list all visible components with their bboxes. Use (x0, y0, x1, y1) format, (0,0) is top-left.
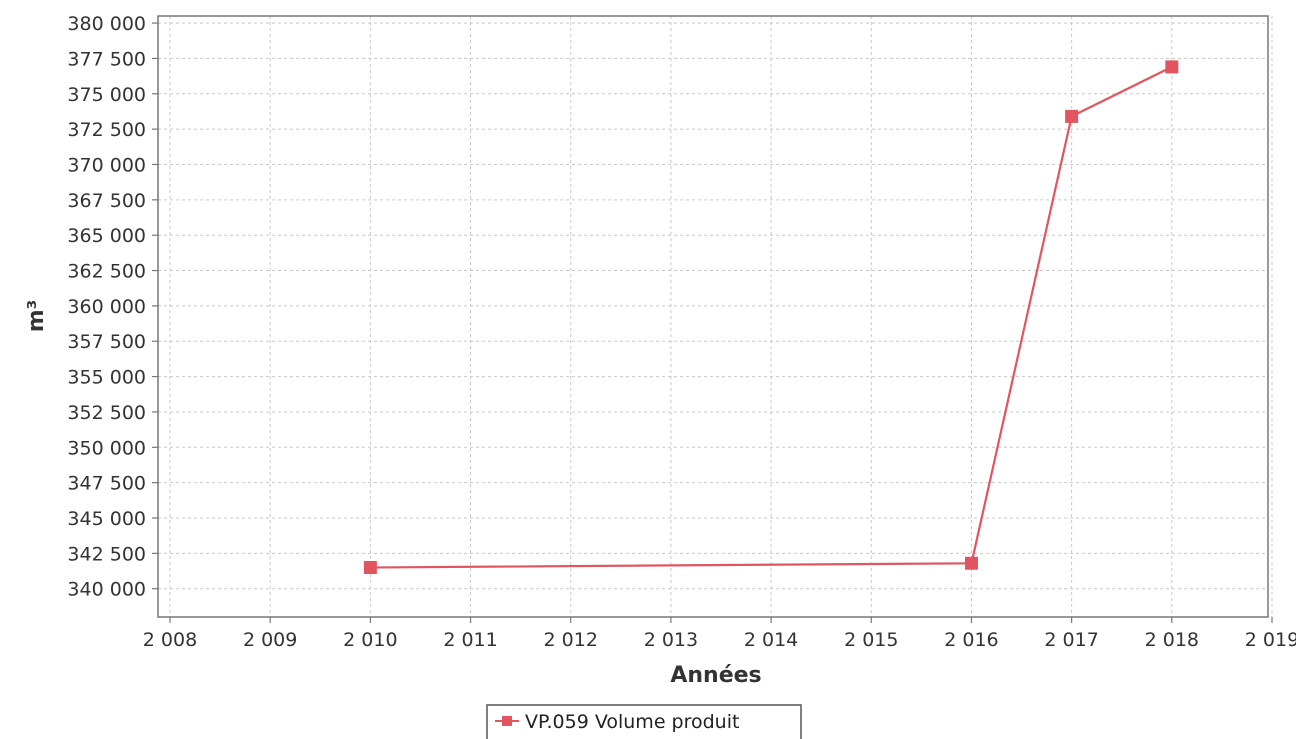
y-tick-label: 350 000 (67, 437, 146, 459)
y-tick-label: 370 000 (67, 154, 146, 176)
x-tick-label: 2 015 (844, 629, 898, 651)
x-gridlines (169, 16, 1273, 617)
data-point-marker (964, 556, 978, 570)
y-gridlines (158, 22, 1268, 590)
x-tick-label: 2 011 (443, 629, 497, 651)
plot-border (157, 15, 1269, 618)
x-tick-label: 2 008 (143, 629, 197, 651)
y-tick-label: 347 500 (67, 473, 146, 495)
y-tick-label: 357 500 (67, 331, 146, 353)
y-tick-label: 380 000 (67, 13, 146, 35)
x-axis-ticks: 2 008 2 009 2 010 2 011 2 012 2 013 2 014 2 015… (143, 617, 1296, 651)
series-layer (363, 60, 1179, 575)
x-tick-label: 2 012 (544, 629, 598, 651)
y-tick-label: 372 500 (67, 119, 146, 141)
y-tick-label: 355 000 (67, 367, 146, 389)
y-tick-label: 342 500 (67, 543, 146, 565)
legend-box (486, 704, 802, 739)
x-tick-label: 2 016 (944, 629, 998, 651)
y-tick-label: 377 500 (67, 48, 146, 70)
y-tick-label: 360 000 (67, 296, 146, 318)
y-tick-label: 367 500 (67, 190, 146, 212)
x-axis-title: Années (670, 663, 761, 688)
y-tick-label: 345 000 (67, 508, 146, 530)
y-tick-label: 352 500 (67, 402, 146, 424)
data-point-marker (1065, 109, 1079, 123)
y-axis-title: m³ (24, 300, 49, 333)
y-axis-ticks: 340 000 342 500 345 000 347 500 350 000 352 5… (67, 13, 158, 601)
x-tick-label: 2 014 (744, 629, 798, 651)
data-point-marker (1165, 60, 1179, 74)
x-tick-label: 2 019 (1245, 629, 1296, 651)
legend-marker-icon (502, 716, 512, 726)
data-point-marker (363, 561, 377, 575)
y-tick-label: 340 000 (67, 579, 146, 601)
x-tick-label: 2 009 (243, 629, 297, 651)
y-tick-label: 362 500 (67, 261, 146, 283)
x-tick-label: 2 013 (644, 629, 698, 651)
y-tick-label: 365 000 (67, 225, 146, 247)
plot-background (158, 16, 1268, 617)
series-line (370, 65, 1173, 569)
y-tick-label: 375 000 (67, 84, 146, 106)
legend: VP.059 Volume produit (486, 704, 802, 739)
legend-label: VP.059 Volume produit (525, 711, 739, 733)
x-tick-label: 2 018 (1145, 629, 1199, 651)
x-tick-label: 2 017 (1044, 629, 1098, 651)
x-tick-label: 2 010 (343, 629, 397, 651)
